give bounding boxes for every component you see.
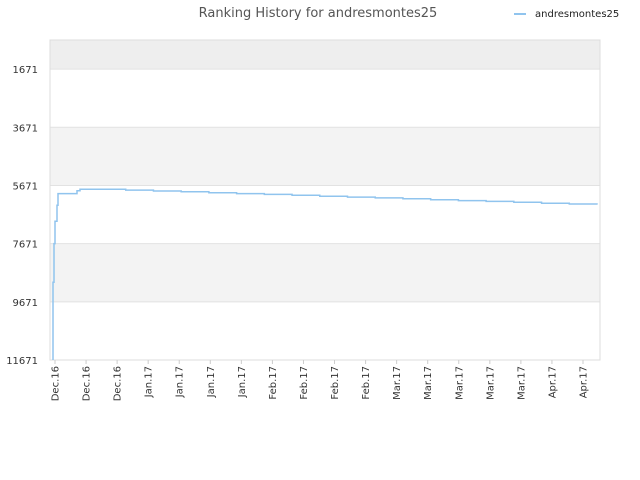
x-tick-label: Apr.17 (547, 366, 558, 398)
y-tick-label: 11671 (6, 356, 38, 367)
x-tick-label: Mar.17 (454, 366, 465, 400)
x-tick-label: Apr.17 (579, 366, 590, 398)
x-tick-label: Jan.17 (237, 366, 248, 398)
series-group (52, 188, 598, 360)
plot-band (50, 185, 600, 244)
y-tick-label: 1671 (13, 65, 38, 76)
chart-title: Ranking History for andresmontes25 (199, 6, 438, 21)
plot-band (50, 243, 600, 302)
x-tick-label: Jan.17 (175, 366, 186, 398)
x-tick-label: Jan.17 (206, 366, 217, 398)
plot-frame (49, 39, 601, 361)
plot-band (50, 127, 600, 186)
x-axis-ticks: Dec.16 Dec.16 Dec.16 Jan.17 Jan.17 Jan.17 Jan.… (51, 360, 590, 401)
x-tick-label: Jan.17 (144, 366, 155, 398)
x-tick-label: Mar.17 (423, 366, 434, 400)
x-tick-label: Dec.16 (51, 366, 62, 401)
x-tick-label: Dec.16 (113, 366, 124, 401)
plot-band (50, 301, 600, 360)
x-tick-label: Mar.17 (392, 366, 403, 400)
plot-band (50, 40, 600, 70)
x-tick-label: Feb.17 (299, 366, 310, 400)
x-tick-label: Feb.17 (361, 366, 372, 400)
series-line (52, 188, 598, 360)
plot-band (50, 69, 600, 128)
y-tick-label: 5671 (13, 181, 38, 192)
legend-label: andresmontes25 (535, 9, 619, 20)
x-tick-label: Dec.16 (82, 366, 93, 401)
y-tick-label: 3671 (13, 123, 38, 134)
y-tick-label: 9671 (13, 298, 38, 309)
plot-bands (50, 40, 600, 360)
x-tick-label: Mar.17 (516, 366, 527, 400)
y-axis-ticks: 1671 3671 5671 7671 9671 11671 (6, 65, 38, 367)
x-tick-label: Feb.17 (330, 366, 341, 400)
y-tick-label: 7671 (13, 240, 38, 251)
x-tick-label: Mar.17 (485, 366, 496, 400)
x-tick-label: Feb.17 (268, 366, 279, 400)
legend: andresmontes25 (514, 9, 619, 20)
